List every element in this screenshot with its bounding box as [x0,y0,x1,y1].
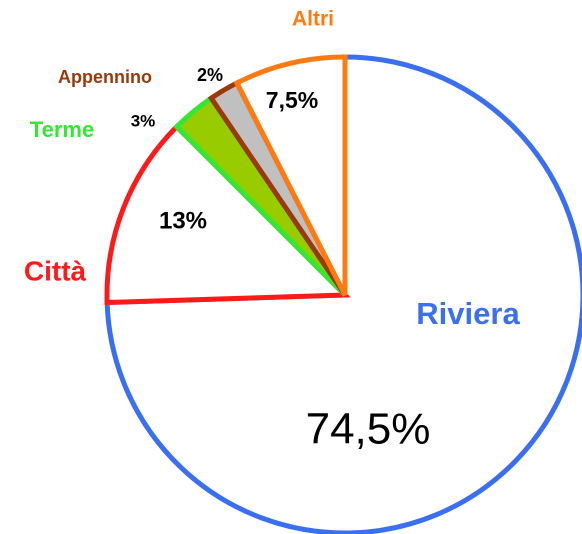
slice-value-label: 13% [159,207,207,234]
slice-value-label: 74,5% [306,405,431,454]
slice-name: Terme [30,117,94,142]
slice-value-label: 2% [197,65,223,85]
slice-value-label: 7,5% [266,87,318,113]
pie-slice [104,123,351,306]
slice-name: Riviera [416,296,520,331]
pie-slice [104,54,582,534]
slice-value-label: 3% [131,111,156,130]
slice-name: Città [24,255,87,286]
pie-slice [233,54,348,297]
slice-name: Altri [292,8,334,31]
slice-name: Appennino [58,67,152,87]
